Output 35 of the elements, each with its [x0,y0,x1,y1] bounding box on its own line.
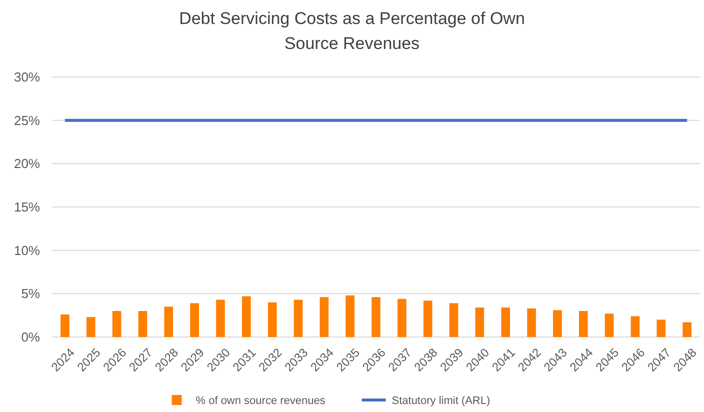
bar [190,303,199,337]
bar [216,300,225,337]
bar [398,298,406,337]
bar [527,308,536,337]
bar [346,295,354,337]
bar [268,302,277,337]
bar [60,314,70,337]
bar [630,316,640,337]
bar [164,306,174,337]
bar [501,308,510,337]
bar [578,311,588,337]
bar [138,311,148,337]
y-tick-label: 10% [14,242,40,258]
bar [112,311,122,337]
legend-label: % of own source revenues [196,395,326,407]
y-tick-label: 5% [21,286,40,302]
bar [86,317,96,337]
y-tick-label: 0% [21,330,40,344]
bar [682,322,692,337]
y-tick-label: 30% [14,70,40,84]
bar [242,296,251,337]
bar [320,297,329,337]
bar [294,300,303,337]
chart-title: Debt Servicing Costs as a Percentage of Own Source Revenues [179,9,525,53]
legend-label: Statutory limit (ARL) [392,395,490,407]
y-tick-label: 20% [14,156,40,172]
bar [372,297,380,337]
bar [553,310,562,337]
bar [475,308,484,337]
bar [656,320,666,337]
bar [449,303,458,337]
y-tick-label: 15% [14,200,40,214]
y-tick-label: 25% [14,112,40,128]
bar [604,314,614,337]
bar [423,300,432,337]
